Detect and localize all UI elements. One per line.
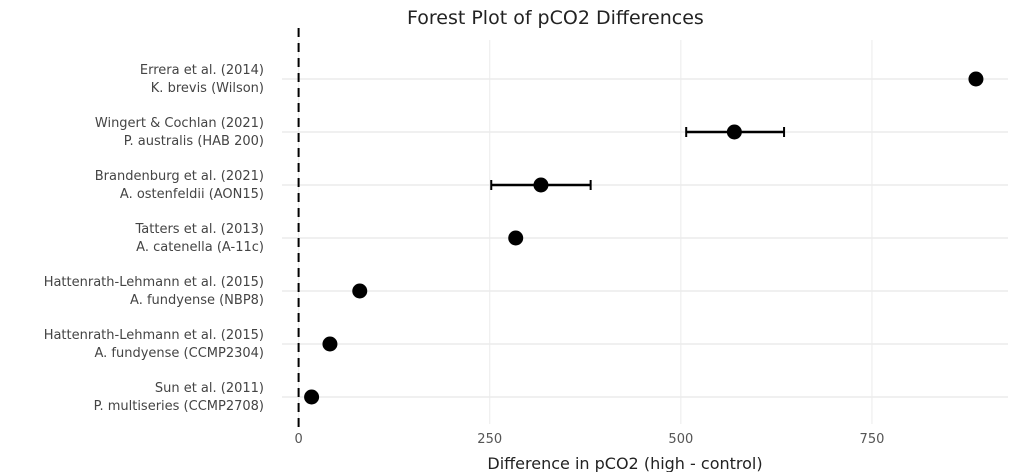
x-tick-label: 0 — [294, 432, 302, 447]
row-strain-label: K. brevis (Wilson) — [151, 81, 264, 96]
chart-title: Forest Plot of pCO2 Differences — [407, 7, 704, 29]
data-point — [508, 230, 524, 246]
data-point — [304, 389, 320, 405]
row-study-label: Errera et al. (2014) — [140, 63, 264, 78]
row-strain-label: P. multiseries (CCMP2708) — [94, 399, 264, 414]
data-point — [352, 283, 368, 299]
row-strain-label: A. fundyense (NBP8) — [130, 293, 264, 308]
data-point — [968, 71, 984, 87]
data-point — [726, 124, 742, 140]
row-study-label: Hattenrath-Lehmann et al. (2015) — [44, 328, 264, 343]
x-tick-label: 750 — [860, 432, 885, 447]
row-study-label: Brandenburg et al. (2021) — [95, 169, 264, 184]
x-tick-label: 500 — [668, 432, 693, 447]
x-tick-label: 250 — [477, 432, 502, 447]
row-strain-label: A. ostenfeldii (AON15) — [120, 187, 264, 202]
x-axis-label: Difference in pCO2 (high - control) — [487, 454, 762, 472]
row-study-label: Hattenrath-Lehmann et al. (2015) — [44, 275, 264, 290]
row-strain-label: P. australis (HAB 200) — [124, 134, 264, 149]
row-study-label: Tatters et al. (2013) — [135, 222, 265, 237]
row-strain-label: A. catenella (A-11c) — [136, 240, 264, 255]
row-study-label: Wingert & Cochlan (2021) — [95, 116, 264, 131]
row-strain-label: A. fundyense (CCMP2304) — [94, 346, 264, 361]
data-point — [533, 177, 549, 193]
row-study-label: Sun et al. (2011) — [155, 381, 264, 396]
data-point — [322, 336, 338, 352]
